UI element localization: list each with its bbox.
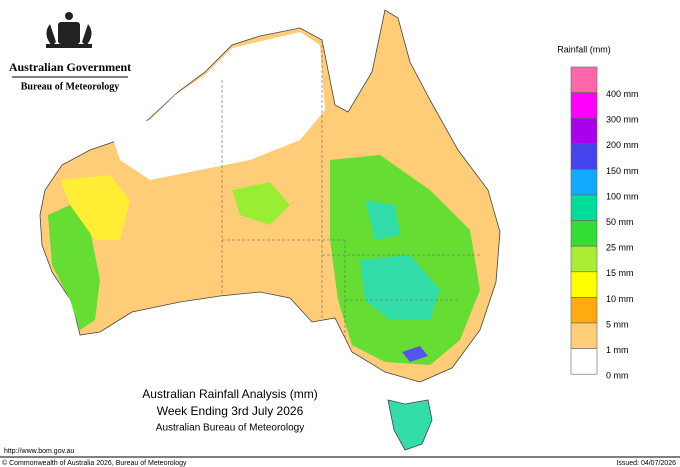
legend-swatch (570, 169, 598, 196)
agency-name: Bureau of Meteorology (21, 81, 120, 92)
gov-name: Australian Government (9, 60, 131, 74)
legend: 400 mm 300 mm 200 mm 150 mm 100 mm 50 mm 25 mm… (570, 66, 639, 381)
state-borders (221, 40, 480, 340)
map-title: Australian Rainfall Analysis (mm) (142, 387, 317, 401)
legend-label: 10 mm (606, 294, 634, 304)
legend-swatch (570, 143, 598, 170)
dry-area (110, 32, 325, 180)
legend-label: 200 mm (606, 140, 639, 150)
central-green (232, 182, 290, 225)
legend-swatch (570, 117, 598, 145)
legend-swatch (570, 92, 598, 119)
west-yellow (60, 175, 130, 240)
legend-label: 50 mm (606, 217, 634, 227)
legend-swatch (570, 322, 598, 349)
southeast-blue (402, 346, 428, 362)
issued: Issued: 04/07/2026 (616, 460, 676, 467)
legend-swatch (570, 245, 598, 273)
legend-swatch (570, 348, 598, 375)
tasmania (387, 399, 433, 451)
crest (46, 12, 92, 48)
legend-label: 300 mm (606, 115, 639, 125)
legend-swatch (570, 271, 598, 298)
legend-label: 400 mm (606, 89, 639, 99)
legend-label: 1 mm (606, 345, 629, 355)
legend-swatch (570, 194, 598, 221)
url: http://www.bom.gov.au (4, 448, 74, 455)
legend-label: 150 mm (606, 166, 639, 176)
legend-label: 0 mm (606, 371, 629, 381)
legend-swatch (570, 66, 598, 93)
legend-label: 5 mm (606, 319, 629, 329)
legend-label: 25 mm (606, 243, 634, 253)
map-subtitle: Week Ending 3rd July 2026 (157, 404, 304, 418)
legend-title: Rainfall (mm) (557, 44, 611, 54)
rainfall-map (39, 9, 501, 451)
legend-label: 100 mm (606, 191, 639, 201)
east-teal (360, 200, 440, 320)
legend-swatch (570, 220, 598, 247)
legend-label: 15 mm (606, 268, 634, 278)
copyright: © Commonwealth of Australia 2026, Bureau… (2, 459, 187, 467)
legend-swatch (570, 297, 598, 324)
map-source: Australian Bureau of Meteorology (156, 423, 304, 434)
west-green (48, 205, 100, 330)
